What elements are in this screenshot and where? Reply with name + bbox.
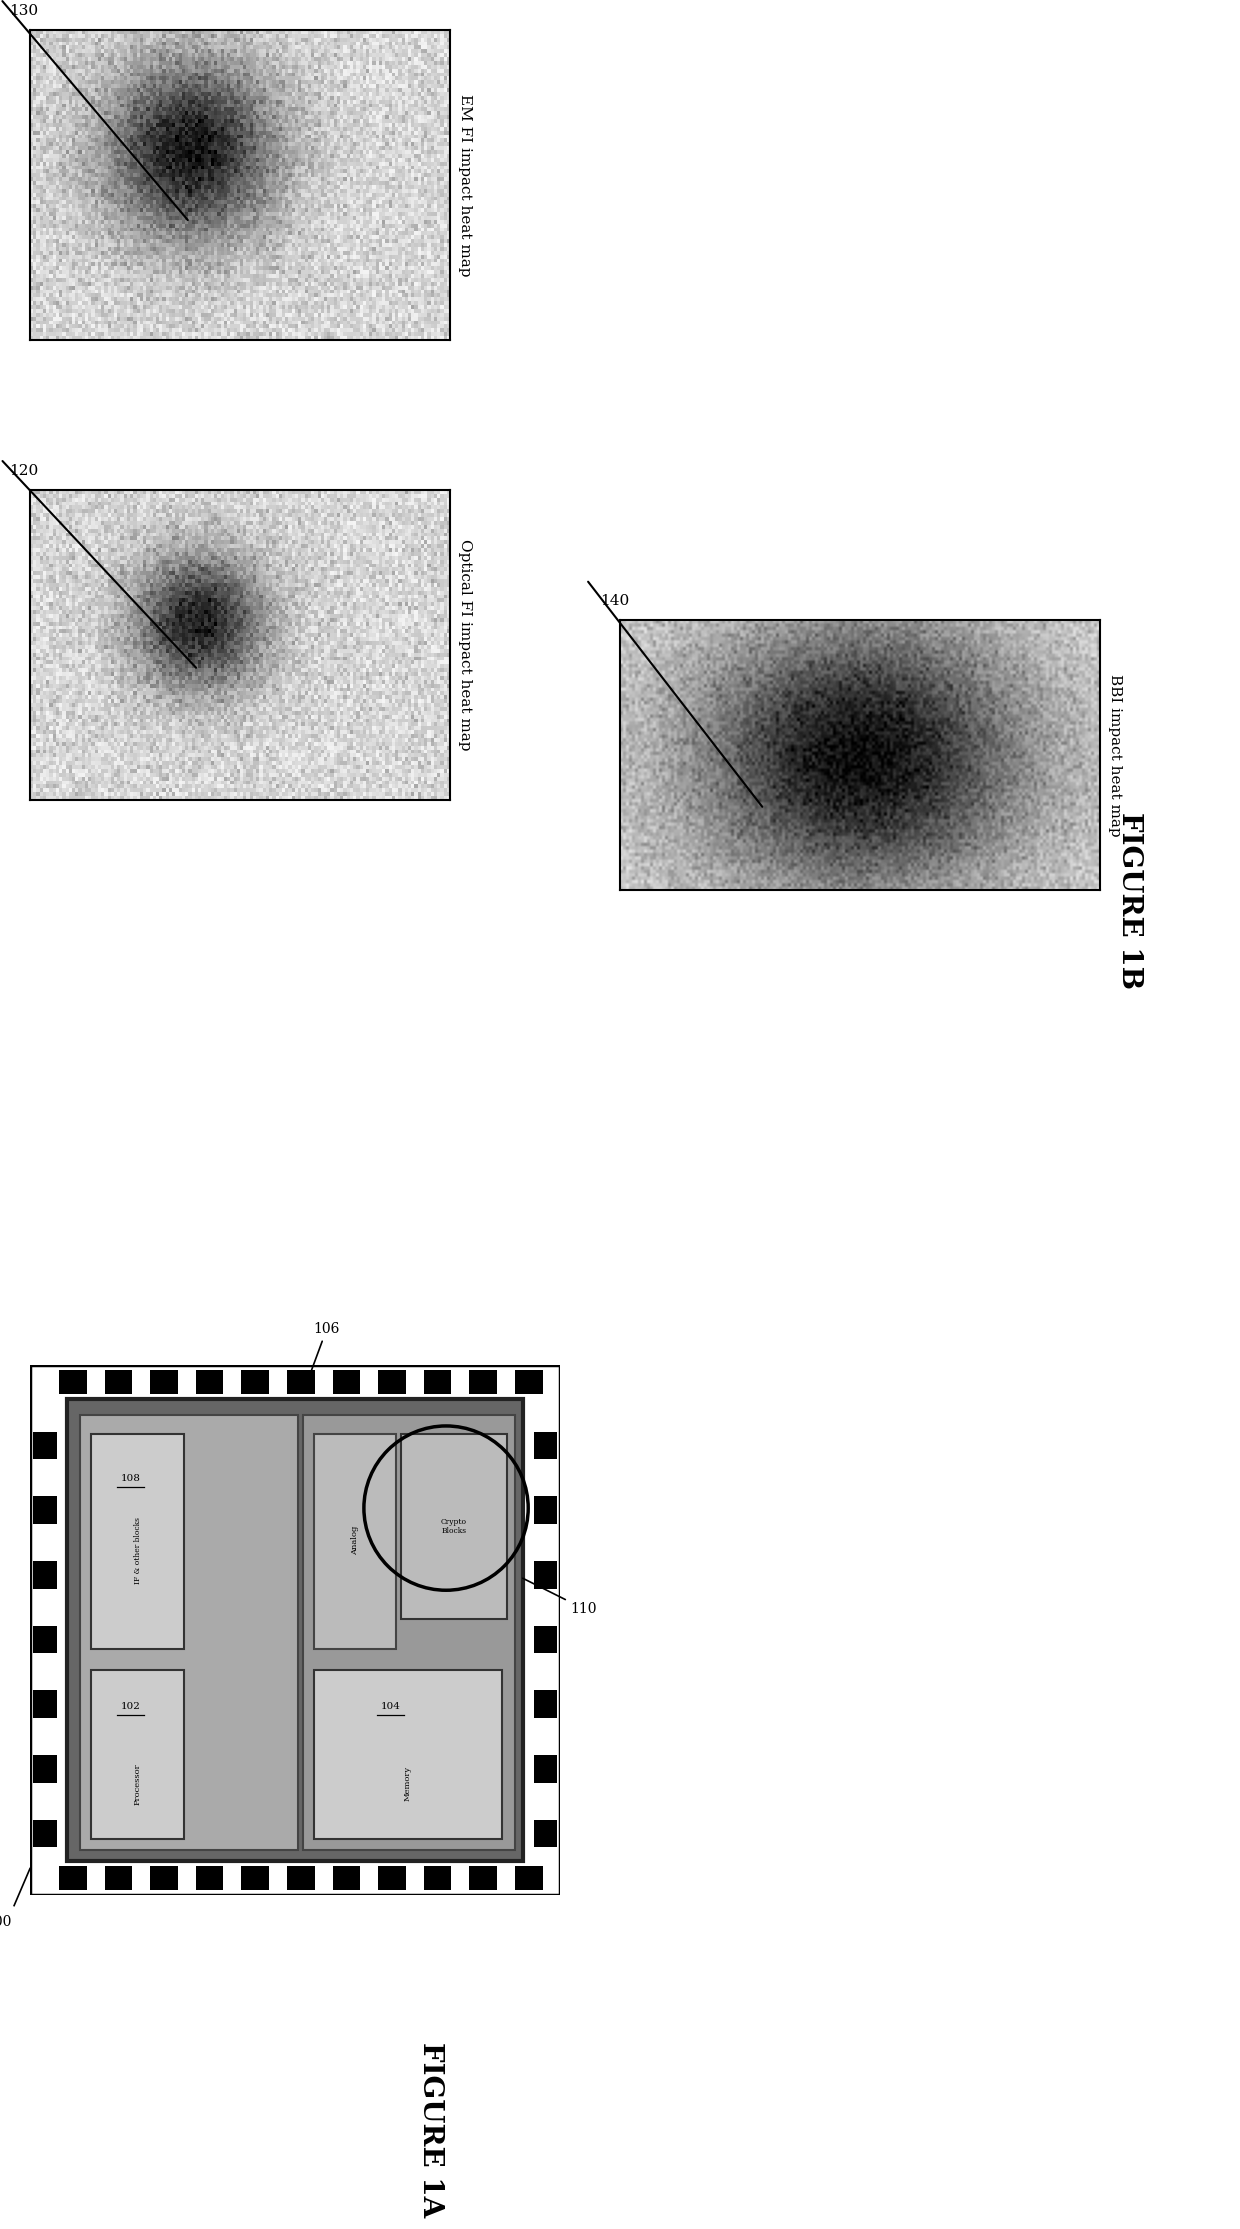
Bar — [533, 1819, 557, 1848]
Bar — [533, 1690, 557, 1719]
Text: IF & other blocks: IF & other blocks — [134, 1518, 141, 1585]
Bar — [533, 1560, 557, 1589]
Bar — [286, 1866, 315, 1890]
Bar — [242, 1371, 269, 1393]
Bar — [378, 1866, 405, 1890]
Text: FIGURE 1B: FIGURE 1B — [1116, 811, 1143, 987]
Bar — [470, 1371, 497, 1393]
Text: Memory: Memory — [404, 1765, 412, 1801]
Bar — [60, 1371, 87, 1393]
Bar — [424, 1866, 451, 1890]
Text: Optical FI impact heat map: Optical FI impact heat map — [458, 539, 472, 751]
Bar — [314, 1670, 502, 1839]
Bar — [332, 1371, 360, 1393]
Text: Processor: Processor — [134, 1763, 141, 1805]
Bar — [104, 1371, 133, 1393]
Text: 108: 108 — [120, 1473, 140, 1485]
Text: 110: 110 — [523, 1578, 598, 1616]
Bar — [303, 1415, 515, 1850]
Bar — [378, 1371, 405, 1393]
Bar — [32, 1431, 57, 1460]
Bar — [533, 1625, 557, 1654]
Bar — [424, 1371, 451, 1393]
Text: BBI impact heat map: BBI impact heat map — [1109, 673, 1122, 836]
Text: 104: 104 — [381, 1703, 401, 1712]
Bar — [32, 1754, 57, 1783]
Text: 106: 106 — [306, 1322, 340, 1384]
Text: EM FI impact heat map: EM FI impact heat map — [458, 94, 472, 276]
Bar — [104, 1866, 133, 1890]
Text: Analog: Analog — [351, 1525, 358, 1554]
Bar — [515, 1371, 543, 1393]
Bar — [91, 1433, 184, 1649]
Text: 100: 100 — [0, 1915, 11, 1928]
Bar — [401, 1433, 507, 1620]
Text: Crypto
Blocks: Crypto Blocks — [441, 1518, 467, 1536]
Bar — [150, 1371, 177, 1393]
Text: FIGURE 1A: FIGURE 1A — [417, 2042, 444, 2218]
Bar — [533, 1431, 557, 1460]
Bar — [196, 1866, 223, 1890]
Bar — [314, 1433, 396, 1649]
Bar — [32, 1496, 57, 1525]
Bar — [32, 1690, 57, 1719]
Bar — [533, 1754, 557, 1783]
Bar — [32, 1819, 57, 1848]
Bar — [332, 1866, 360, 1890]
Bar — [515, 1866, 543, 1890]
Bar — [81, 1415, 298, 1850]
Bar — [32, 1625, 57, 1654]
Text: 140: 140 — [600, 593, 630, 609]
Bar — [196, 1371, 223, 1393]
Bar — [91, 1670, 184, 1839]
Bar — [67, 1400, 523, 1861]
Text: 102: 102 — [120, 1703, 140, 1712]
Bar — [470, 1866, 497, 1890]
Bar — [150, 1866, 177, 1890]
Bar — [60, 1866, 87, 1890]
Bar — [32, 1560, 57, 1589]
Bar — [533, 1496, 557, 1525]
Bar — [242, 1866, 269, 1890]
Text: 120: 120 — [9, 464, 38, 477]
Bar — [286, 1371, 315, 1393]
Text: 130: 130 — [9, 4, 38, 18]
